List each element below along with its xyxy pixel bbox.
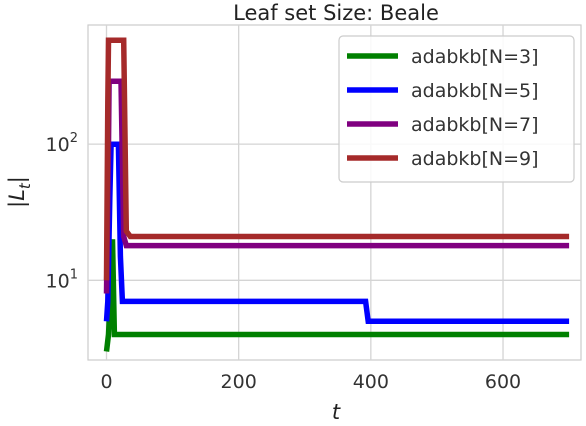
series-lines [103,37,570,352]
chart-title: Leaf set Size: Beale [233,1,439,25]
x-tick-label: 600 [485,371,521,393]
series-line-1 [103,239,570,352]
axis-ticks: 0 200 400 600 101 102 [46,131,522,393]
legend-label: adabkb[N=9] [411,148,539,170]
x-axis-label: t [332,400,341,424]
series-line-4 [103,37,570,281]
legend-label: adabkb[N=7] [411,114,539,136]
legend-box [338,35,575,183]
legend-label: adabkb[N=3] [411,46,539,68]
legend: adabkb[N=3] adabkb[N=5] adabkb[N=7] adabkb[… [338,35,575,183]
legend-label: adabkb[N=5] [411,80,539,102]
y-axis-label-group: |Lt| [5,176,34,208]
x-tick-label: 400 [353,371,389,393]
y-tick-label: 102 [46,131,78,156]
y-tick-label: 101 [46,267,78,292]
x-tick-label: 200 [221,371,257,393]
x-tick-label: 0 [100,371,112,393]
y-axis-label: |Lt| [5,176,34,208]
